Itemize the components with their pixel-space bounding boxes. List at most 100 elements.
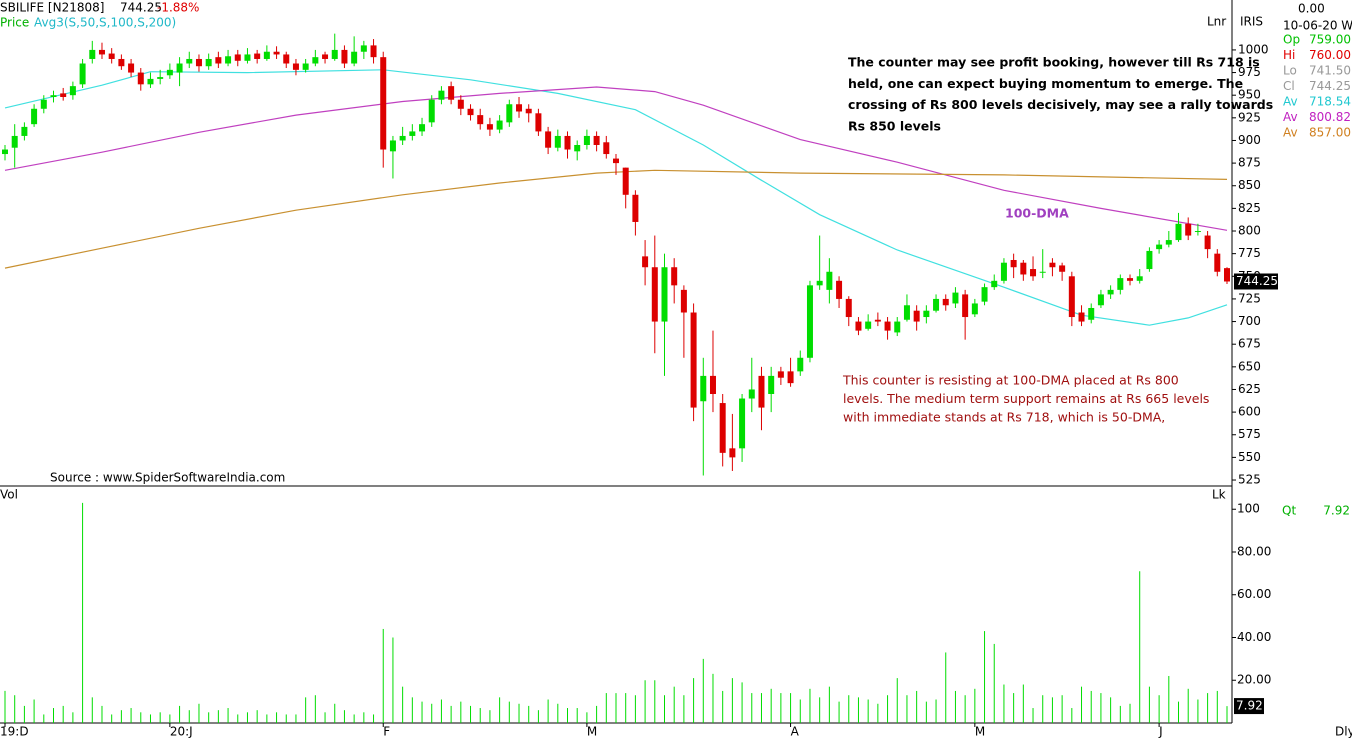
- candle-body: [632, 194, 639, 222]
- periodicity: Dly: [1335, 725, 1352, 739]
- candle-body: [108, 53, 115, 59]
- candle-body: [292, 63, 299, 70]
- candle-body: [739, 398, 746, 449]
- candle-body: [215, 57, 222, 64]
- candle-body: [603, 142, 610, 155]
- x-tick-label: J: [1158, 725, 1163, 739]
- outlook-text: held, one can expect buying momentum to …: [848, 76, 1243, 91]
- info-label: Op: [1283, 33, 1300, 47]
- candle-body: [690, 312, 697, 408]
- candle-body: [661, 267, 668, 322]
- y-tick-label: 1000: [1238, 42, 1269, 56]
- support-text: with immediate stands at Rs 718, which i…: [843, 410, 1165, 425]
- volume-scale: Lk: [1212, 488, 1226, 502]
- y-tick-label: 675: [1238, 337, 1261, 351]
- candle-body: [69, 86, 76, 96]
- candle-body: [1049, 262, 1056, 268]
- candle-body: [709, 375, 716, 394]
- x-tick-label: M: [975, 725, 985, 739]
- price-label: Price: [0, 16, 29, 30]
- candle-body: [874, 319, 881, 322]
- candle-body: [1146, 250, 1153, 270]
- candle-body: [777, 371, 784, 378]
- info-value: 760.00: [1309, 48, 1351, 62]
- candle-body: [952, 292, 959, 304]
- candle-body: [438, 90, 445, 100]
- candle-body: [1156, 244, 1163, 250]
- candle-body: [2, 149, 8, 155]
- candle-body: [428, 99, 435, 123]
- y-tick-label: 20.00: [1237, 673, 1271, 687]
- candle-body: [457, 99, 464, 109]
- y-tick-label: 525: [1238, 473, 1261, 487]
- candle-body: [176, 63, 183, 73]
- candle-body: [903, 305, 910, 320]
- support-text: levels. The medium term support remains …: [843, 391, 1209, 406]
- scale: Lnr: [1207, 15, 1226, 29]
- info-date: 10-06-20 We: [1283, 19, 1352, 33]
- candle-body: [564, 135, 571, 150]
- candle-body: [263, 51, 270, 59]
- candle-body: [797, 357, 804, 372]
- candle-body: [225, 56, 232, 64]
- info-top: 0.00: [1298, 2, 1325, 16]
- candle-body: [545, 131, 552, 148]
- y-tick-label: 925: [1238, 110, 1261, 124]
- dma-label: 100-DMA: [1005, 206, 1069, 221]
- candle-body: [254, 53, 261, 59]
- y-tick-label: 650: [1238, 359, 1261, 373]
- y-tick-label: 700: [1238, 314, 1261, 328]
- info-value: 718.54: [1309, 95, 1351, 109]
- candle-body: [486, 124, 493, 130]
- candle-body: [195, 58, 202, 67]
- candle-body: [826, 271, 833, 290]
- y-tick-label: 800: [1238, 224, 1261, 238]
- last-price: 744.25: [120, 1, 162, 15]
- candle-body: [166, 69, 173, 76]
- candle-body: [1214, 253, 1221, 272]
- candle-body: [913, 310, 920, 322]
- candle-body: [234, 54, 241, 61]
- candle-body: [273, 51, 280, 55]
- candle-body: [302, 63, 309, 70]
- candle-body: [1117, 278, 1124, 290]
- candle-body: [865, 321, 872, 329]
- y-tick-label: 60.00: [1237, 587, 1271, 601]
- qt-label: Qt: [1282, 504, 1296, 518]
- candle-body: [370, 45, 377, 58]
- y-tick-label: 600: [1238, 405, 1261, 419]
- candle-body: [389, 140, 396, 152]
- candle-body: [341, 49, 348, 64]
- candle-body: [525, 108, 532, 114]
- candle-body: [671, 267, 678, 286]
- candle-body: [613, 158, 619, 164]
- candle-body: [11, 135, 18, 148]
- candle-body: [1165, 240, 1172, 245]
- candle-body: [1136, 276, 1143, 281]
- source: Source : www.SpiderSoftwareIndia.com: [50, 471, 285, 485]
- candle-body: [60, 93, 67, 98]
- candle-body: [574, 144, 581, 152]
- candle-body: [700, 375, 707, 402]
- y-tick-label: 900: [1238, 133, 1261, 147]
- info-label: Av: [1283, 95, 1298, 109]
- moving-average: [4, 86, 1228, 231]
- outlook-text: Rs 850 levels: [848, 118, 941, 133]
- candle-body: [971, 303, 978, 315]
- info-label: Hi: [1283, 48, 1295, 62]
- candle-body: [651, 267, 658, 322]
- candle-body: [137, 72, 144, 85]
- candle-body: [118, 58, 125, 67]
- candle-body: [186, 58, 193, 64]
- volume-title: Vol: [0, 488, 18, 502]
- candle-body: [322, 54, 329, 59]
- candle-body: [1194, 231, 1201, 233]
- moving-average: [4, 169, 1228, 269]
- candle-body: [467, 108, 474, 116]
- candle-body: [89, 49, 96, 59]
- info-value: 744.25: [1309, 79, 1351, 93]
- info-value: 741.50: [1309, 64, 1351, 78]
- candle-body: [981, 287, 988, 302]
- x-tick-label: 19:D: [0, 725, 29, 739]
